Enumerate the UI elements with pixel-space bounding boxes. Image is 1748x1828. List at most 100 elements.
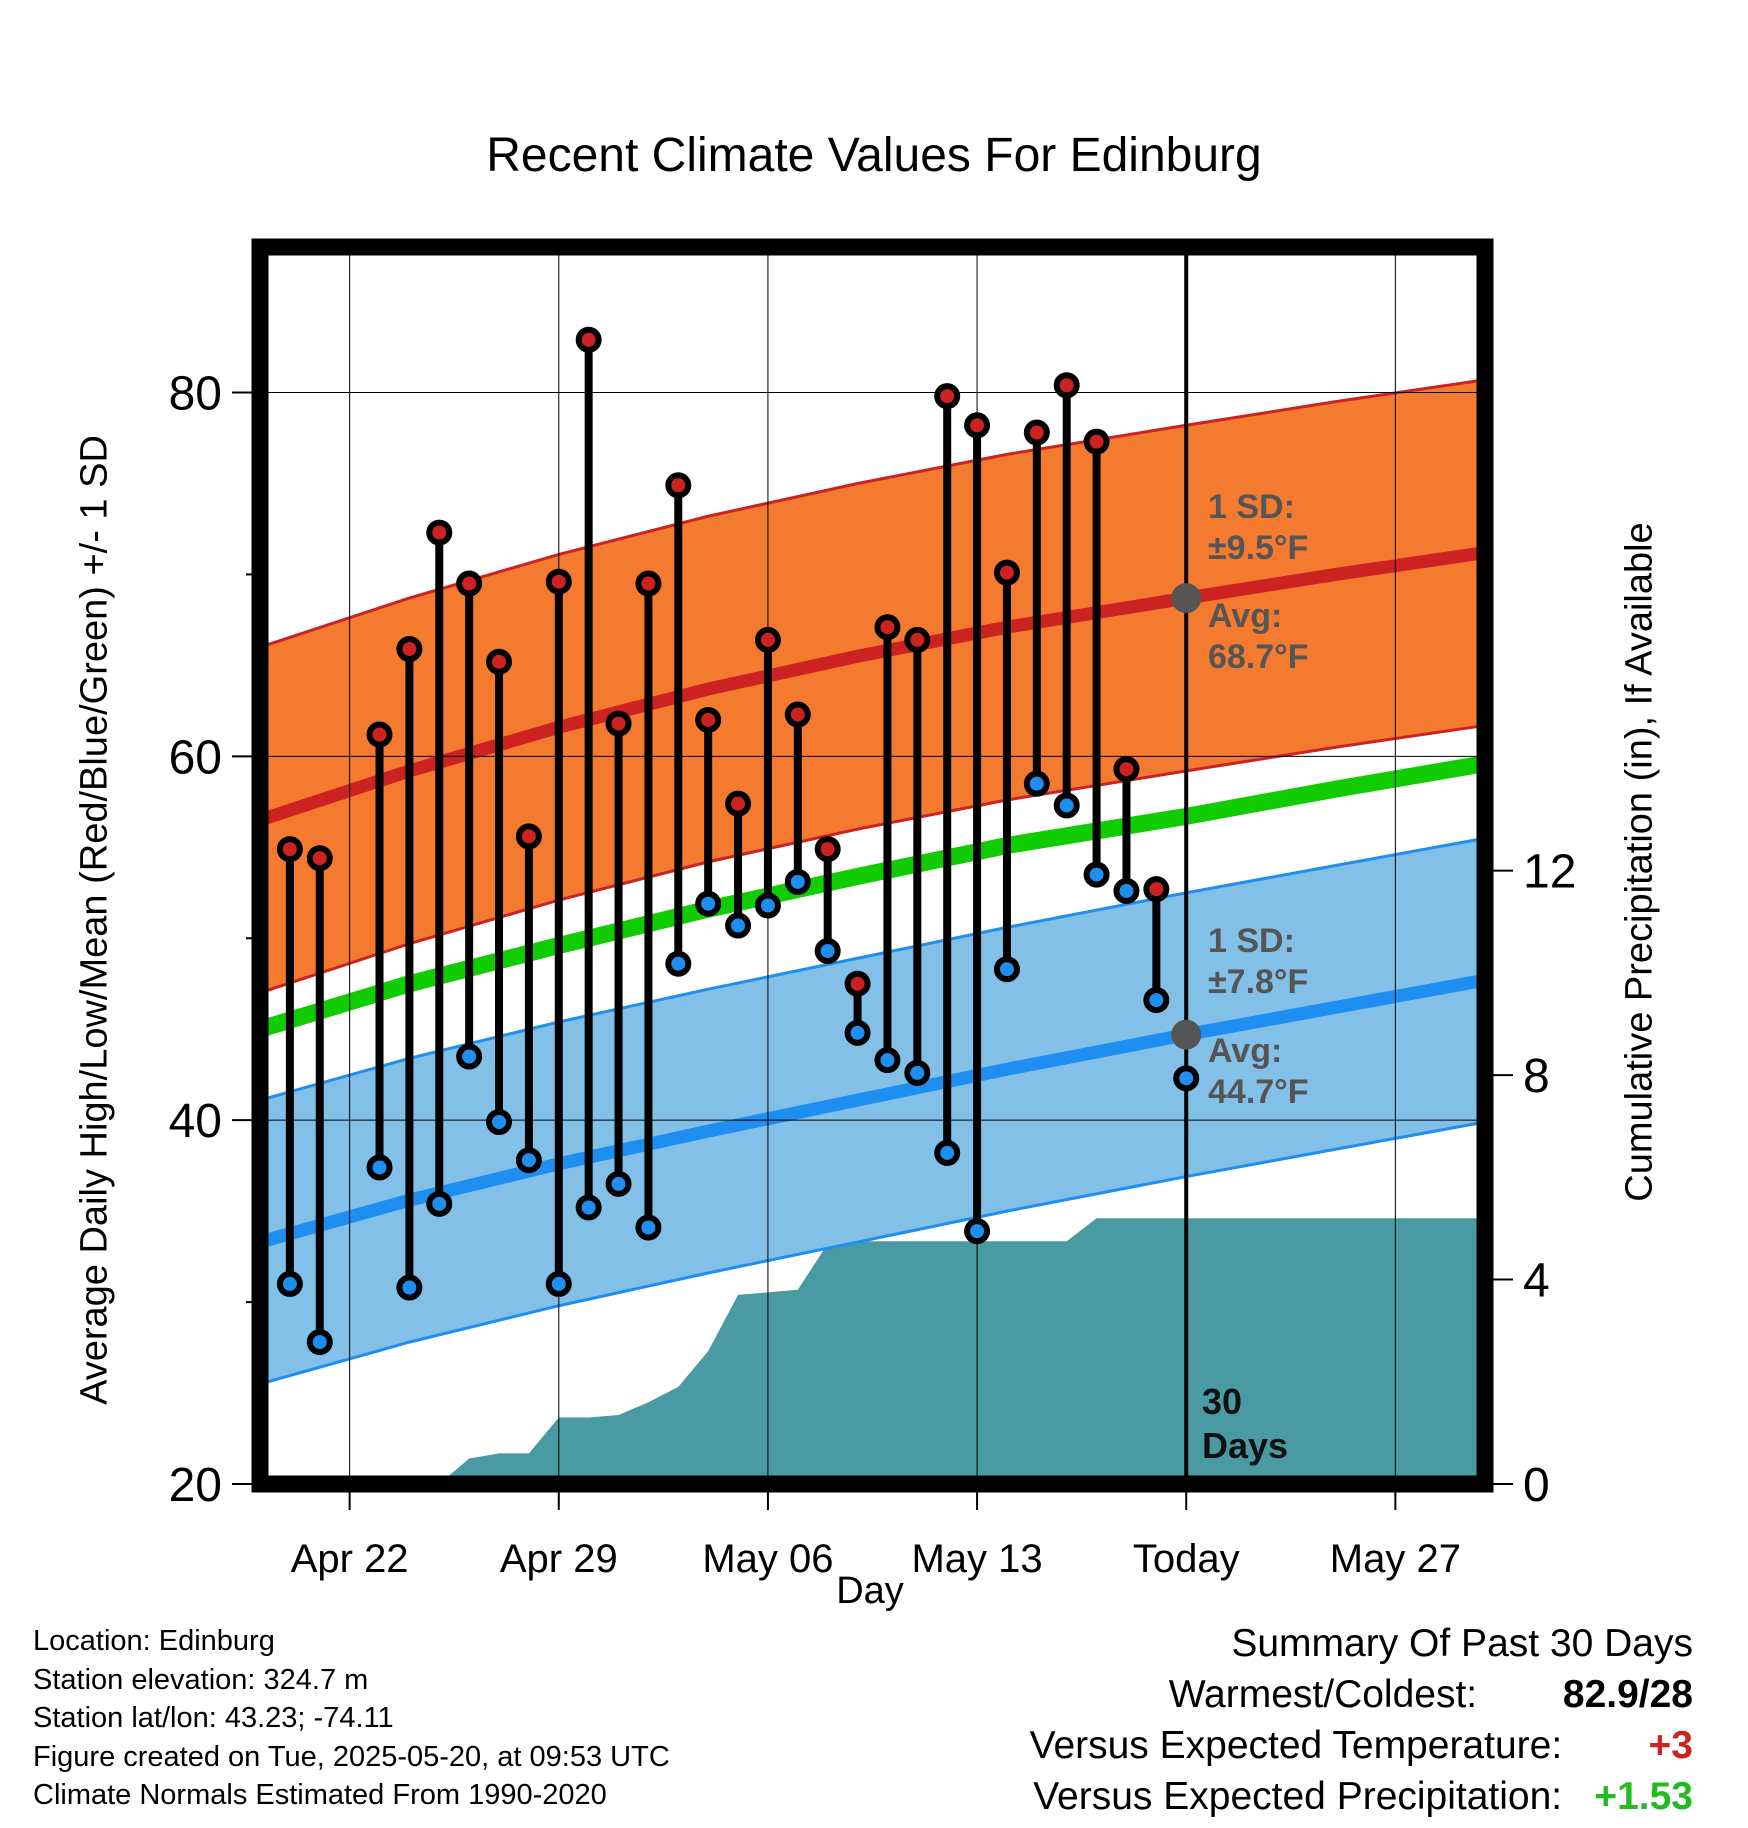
- high-avg-marker: [1171, 583, 1202, 614]
- x-tick-label: Today: [1133, 1537, 1240, 1581]
- daily-high-point: [725, 790, 752, 817]
- daily-high-point: [635, 570, 662, 597]
- x-tick-label: May 27: [1330, 1537, 1461, 1581]
- daily-high-point: [1113, 756, 1140, 783]
- daily-high-point: [1053, 372, 1080, 399]
- x-tick-label: Apr 22: [291, 1537, 409, 1581]
- daily-high-point: [993, 559, 1020, 586]
- daily-low-point: [366, 1154, 393, 1181]
- daily-high-point: [754, 626, 781, 653]
- x-tick-label: Apr 29: [500, 1537, 618, 1581]
- daily-low-point: [814, 937, 841, 964]
- normal-high-band: [260, 379, 1485, 993]
- normal-low-mean-line: [258, 973, 1487, 1249]
- daily-low-point: [1113, 877, 1140, 904]
- daily-low-point: [456, 1043, 483, 1070]
- daily-high-point: [695, 706, 722, 733]
- info-latlon: Station lat/lon: 43.23; -74.11: [33, 1702, 394, 1735]
- daily-low-point: [993, 956, 1020, 983]
- today-days-number: 30: [1202, 1381, 1242, 1422]
- daily-low-point: [844, 1019, 871, 1046]
- plot-frame: [251, 238, 1494, 1493]
- low-avg-value: 44.7°F: [1208, 1073, 1309, 1111]
- low-avg-label: Avg:: [1208, 1032, 1282, 1070]
- low-sd-value: ±7.8°F: [1208, 963, 1308, 1001]
- precip-area: [260, 1218, 1485, 1484]
- daily-low-point: [725, 912, 752, 939]
- daily-low-point: [874, 1047, 901, 1074]
- daily-high-point: [874, 614, 901, 641]
- normal-low-band-lower: [259, 1120, 1486, 1386]
- daily-high-point: [1083, 428, 1110, 455]
- y-tick-label-left: 40: [169, 1095, 222, 1148]
- daily-low-point: [605, 1170, 632, 1197]
- summary-warmest-value: 82.9/28: [1562, 1673, 1693, 1716]
- high-sd-value: ±9.5°F: [1208, 529, 1308, 567]
- station-info: Location: Edinburg Station elevation: 32…: [33, 1622, 670, 1815]
- daily-low-point: [904, 1059, 931, 1086]
- summary-panel: Summary Of Past 30 Days Warmest/Coldest:…: [1030, 1618, 1693, 1822]
- y-tick-label-right: 8: [1523, 1050, 1550, 1103]
- daily-high-point: [426, 519, 453, 546]
- daily-high-point: [605, 710, 632, 737]
- high-avg-label: Avg:: [1208, 597, 1282, 635]
- daily-high-point: [515, 823, 542, 850]
- high-avg-value: 68.7°F: [1208, 638, 1309, 676]
- daily-low-point: [426, 1190, 453, 1217]
- daily-high-point: [396, 636, 423, 663]
- info-normals: Climate Normals Estimated From 1990-2020: [33, 1779, 607, 1812]
- daily-low-point: [276, 1270, 303, 1297]
- daily-low-point: [784, 868, 811, 895]
- daily-low-point: [545, 1270, 572, 1297]
- daily-low-point: [306, 1329, 333, 1356]
- y-axis-label-right: Cumulative Precipitation (in), If Availa…: [1618, 522, 1661, 1202]
- daily-low-point: [635, 1214, 662, 1241]
- daily-low-point: [1053, 792, 1080, 819]
- summary-precip-value: +1.53: [1594, 1775, 1693, 1818]
- daily-high-point: [456, 570, 483, 597]
- daily-high-point: [306, 845, 333, 872]
- daily-high-point: [1143, 876, 1170, 903]
- daily-high-point: [366, 721, 393, 748]
- daily-low-point: [695, 890, 722, 917]
- today-days-label: Days: [1202, 1425, 1288, 1466]
- summary-temp-row: Versus Expected Temperature: +3: [1030, 1720, 1693, 1771]
- y-tick-label-left: 80: [169, 368, 222, 421]
- daily-high-point: [545, 568, 572, 595]
- y-tick-label-left: 60: [169, 731, 222, 784]
- y-tick-label-right: 12: [1523, 846, 1576, 899]
- daily-high-point: [276, 836, 303, 863]
- daily-high-point: [814, 836, 841, 863]
- daily-high-point: [964, 412, 991, 439]
- daily-low-point: [1143, 987, 1170, 1014]
- summary-warmest-label: Warmest/Coldest:: [1168, 1673, 1478, 1716]
- chart-title: Recent Climate Values For Edinburg: [486, 129, 1262, 182]
- normal-high-band-lower: [259, 723, 1486, 995]
- summary-temp-label: Versus Expected Temperature:: [1029, 1724, 1563, 1767]
- daily-high-point: [665, 472, 692, 499]
- daily-low-point: [486, 1108, 513, 1135]
- normal-low-band: [260, 838, 1485, 1384]
- y-tick-label-left: 20: [169, 1459, 222, 1512]
- info-created: Figure created on Tue, 2025-05-20, at 09…: [33, 1740, 670, 1773]
- daily-low-point: [396, 1274, 423, 1301]
- info-elevation: Station elevation: 324.7 m: [33, 1663, 369, 1696]
- info-location: Location: Edinburg: [33, 1625, 275, 1657]
- summary-temp-value: +3: [1648, 1724, 1693, 1767]
- daily-low-point: [515, 1147, 542, 1174]
- daily-high-point: [934, 383, 961, 410]
- high-sd-label: 1 SD:: [1208, 488, 1295, 526]
- daily-low-point: [1083, 861, 1110, 888]
- daily-low-point: [964, 1218, 991, 1245]
- normal-low-band-upper: [259, 836, 1486, 1102]
- daily-low-point: [665, 950, 692, 977]
- summary-precip-row: Versus Expected Precipitation: +1.53: [1030, 1771, 1693, 1822]
- daily-high-point: [784, 701, 811, 728]
- daily-low-point: [754, 892, 781, 919]
- low-sd-label: 1 SD:: [1208, 922, 1295, 960]
- summary-title: Summary Of Past 30 Days: [1231, 1622, 1693, 1665]
- daily-low-point: [934, 1139, 961, 1166]
- daily-low-point: [575, 1194, 602, 1221]
- y-tick-label-right: 4: [1523, 1255, 1550, 1308]
- daily-low-point: [1023, 770, 1050, 797]
